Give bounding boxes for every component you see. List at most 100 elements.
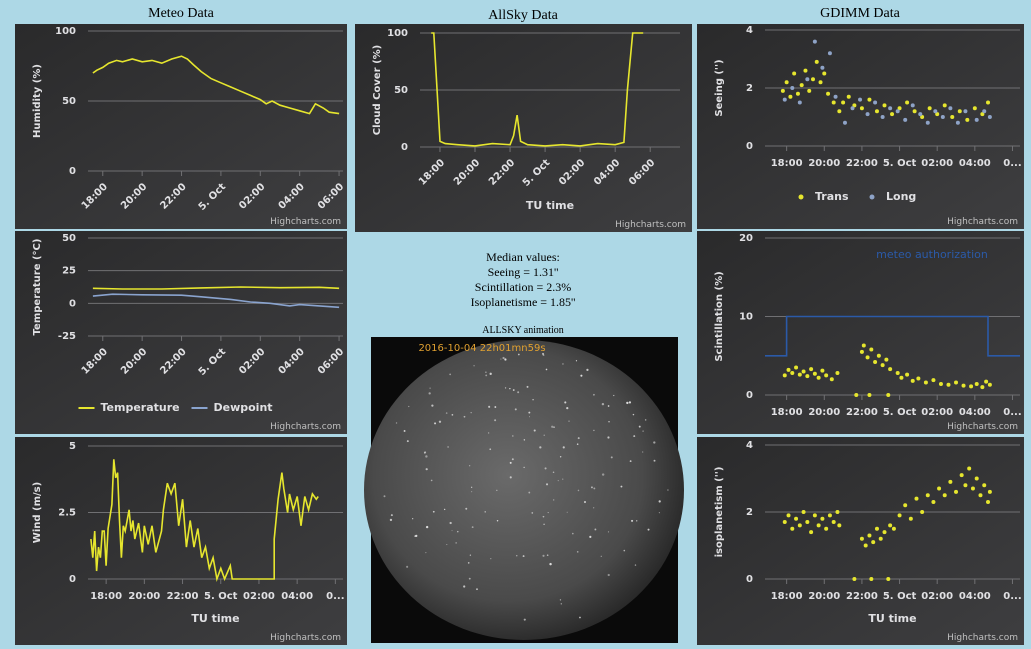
scatter-point	[888, 367, 893, 372]
scatter-point	[897, 106, 902, 111]
scatter-point	[824, 373, 829, 378]
x-tick-label: 0...	[1003, 591, 1021, 602]
x-tick-label: 02:00	[921, 158, 953, 169]
star	[575, 360, 578, 362]
star	[601, 473, 605, 476]
x-tick-label: 5. Oct	[883, 158, 917, 169]
star	[430, 479, 433, 482]
scatter-point	[826, 91, 831, 96]
legend-label: Long	[886, 190, 916, 203]
chart-panel	[697, 437, 1024, 645]
y-tick-label: 0	[746, 141, 753, 152]
scatter-point	[797, 100, 802, 105]
scatter-point	[782, 373, 787, 378]
scatter-point	[965, 117, 970, 122]
scatter-point	[974, 117, 979, 122]
series-line	[92, 293, 340, 309]
star	[544, 467, 547, 470]
star	[633, 435, 636, 438]
star	[580, 374, 583, 377]
scatter-point	[867, 97, 872, 102]
scatter-point	[874, 109, 879, 114]
star	[432, 510, 435, 513]
y-tick-label: 5	[69, 441, 76, 452]
scatter-point	[809, 530, 814, 535]
star	[494, 419, 497, 422]
scatter-point	[805, 520, 810, 525]
scatter-point	[935, 112, 940, 117]
star	[600, 555, 602, 557]
y-tick-label: 0	[746, 574, 753, 585]
scatter-point	[880, 115, 885, 119]
scatter-point	[805, 374, 810, 379]
scatter-point	[920, 510, 925, 514]
series-line	[92, 55, 340, 115]
star	[408, 405, 410, 408]
section-header: Meteo Data	[148, 6, 214, 21]
x-tick-label: 0...	[326, 591, 344, 602]
star	[593, 429, 595, 432]
scatter-point	[961, 383, 966, 388]
star	[542, 515, 545, 518]
scatter-point	[933, 109, 938, 114]
star	[424, 451, 427, 454]
scatter-point	[923, 380, 928, 385]
scatter-point	[888, 106, 893, 111]
x-tick-label: 22:00	[846, 158, 878, 169]
median-line: Isoplanetisme = 1.85''	[471, 295, 576, 309]
scatter-point	[867, 393, 872, 397]
credits: Highcharts.com	[270, 422, 341, 432]
scatter-point	[814, 59, 819, 64]
scatter-point	[891, 526, 896, 531]
star	[467, 562, 470, 564]
scatter-point	[878, 536, 883, 541]
scatter-point	[824, 526, 829, 531]
star	[514, 408, 517, 411]
y-tick-label: -25	[58, 331, 76, 342]
star	[485, 374, 488, 377]
star	[546, 554, 549, 557]
scatter-point	[812, 39, 817, 44]
star	[528, 411, 531, 414]
credits: Highcharts.com	[615, 220, 686, 230]
timestamp: 2016-10-04 22h01mn59s	[418, 343, 545, 354]
star	[449, 373, 451, 376]
scatter-point	[910, 103, 915, 108]
x-tick-label: 0...	[1003, 407, 1021, 418]
star	[438, 420, 442, 423]
star	[636, 520, 638, 522]
scatter-point	[927, 106, 932, 111]
star	[494, 406, 497, 408]
star	[412, 518, 414, 520]
scatter-point	[835, 510, 840, 514]
scatter-point	[810, 77, 815, 82]
star	[523, 466, 525, 469]
star	[613, 394, 615, 397]
scatter-point	[812, 371, 817, 376]
scatter-point	[959, 473, 964, 478]
x-tick-label: 0...	[1003, 158, 1021, 169]
scatter-point	[954, 489, 959, 494]
star	[583, 501, 587, 504]
scatter-point	[859, 106, 864, 111]
allsky-image	[364, 337, 684, 643]
scatter-point	[987, 382, 992, 387]
scatter-point	[816, 523, 821, 528]
scatter-point	[865, 355, 870, 360]
y-tick-label: 0	[401, 142, 408, 153]
star	[389, 518, 393, 522]
scatter-point	[801, 510, 806, 514]
scatter-point	[948, 106, 953, 111]
y-tick-label: 0	[69, 574, 76, 585]
x-tick-label: 20:00	[128, 591, 160, 602]
scatter-point	[880, 363, 885, 368]
legend-label: Trans	[815, 190, 849, 203]
star	[647, 528, 650, 531]
scatter-point	[863, 543, 868, 548]
star	[403, 430, 406, 432]
legend-symbol	[869, 194, 875, 200]
credits: Highcharts.com	[947, 422, 1018, 432]
star	[528, 416, 531, 418]
scatter-point	[918, 112, 923, 117]
y-axis-title: isoplanetism ('')	[714, 467, 725, 558]
